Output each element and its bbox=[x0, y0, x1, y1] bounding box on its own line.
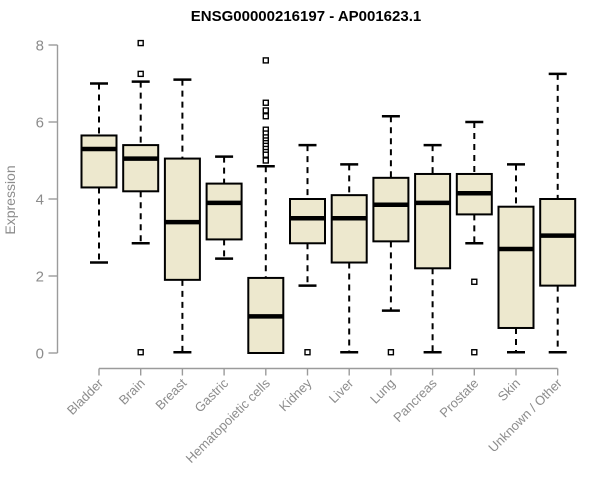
box-iqr bbox=[372, 176, 410, 243]
box-iqr bbox=[205, 182, 243, 241]
box-iqr bbox=[122, 144, 160, 193]
outlier-point bbox=[262, 57, 269, 64]
outlier-point bbox=[137, 39, 144, 47]
x-tick-label: Pancreas bbox=[390, 375, 440, 425]
outlier-point bbox=[471, 349, 478, 356]
outlier-point bbox=[304, 349, 311, 356]
y-tick-label: 4 bbox=[36, 191, 44, 208]
x-tick-label: Prostate bbox=[437, 376, 482, 421]
x-tick-label: Skin bbox=[495, 376, 523, 404]
x-tick-label: Lung bbox=[367, 376, 398, 407]
chart-title: ENSG00000216197 - AP001623.1 bbox=[191, 8, 421, 25]
y-tick-label: 8 bbox=[36, 37, 44, 54]
y-tick-label: 0 bbox=[36, 345, 44, 362]
outlier-point bbox=[262, 157, 269, 164]
box-iqr bbox=[163, 157, 201, 281]
box-iqr bbox=[539, 198, 577, 287]
x-tick-label: Bladder bbox=[64, 375, 107, 418]
box-iqr bbox=[80, 134, 118, 189]
outlier-point bbox=[262, 113, 269, 120]
x-tick-label: Gastric bbox=[192, 375, 232, 415]
y-tick-label: 6 bbox=[36, 114, 44, 131]
box-iqr bbox=[414, 172, 452, 270]
outlier-point bbox=[387, 349, 395, 356]
y-tick-label: 2 bbox=[36, 268, 44, 285]
outlier-point bbox=[262, 151, 269, 158]
x-tick-label: Liver bbox=[326, 375, 357, 406]
box-iqr bbox=[289, 198, 326, 245]
outlier-point bbox=[262, 99, 269, 106]
outlier-point bbox=[471, 278, 478, 285]
box-iqr bbox=[330, 194, 368, 264]
box-iqr bbox=[497, 205, 535, 329]
outlier-point bbox=[262, 107, 269, 114]
outlier-point bbox=[137, 70, 144, 78]
x-tick-label: Unknown / Other bbox=[485, 375, 565, 455]
x-tick-label: Breast bbox=[152, 375, 189, 412]
x-tick-label: Brain bbox=[116, 376, 148, 408]
outlier-point bbox=[137, 349, 144, 356]
x-tick-label: Kidney bbox=[276, 375, 315, 414]
y-axis-title: Expression bbox=[2, 165, 18, 234]
